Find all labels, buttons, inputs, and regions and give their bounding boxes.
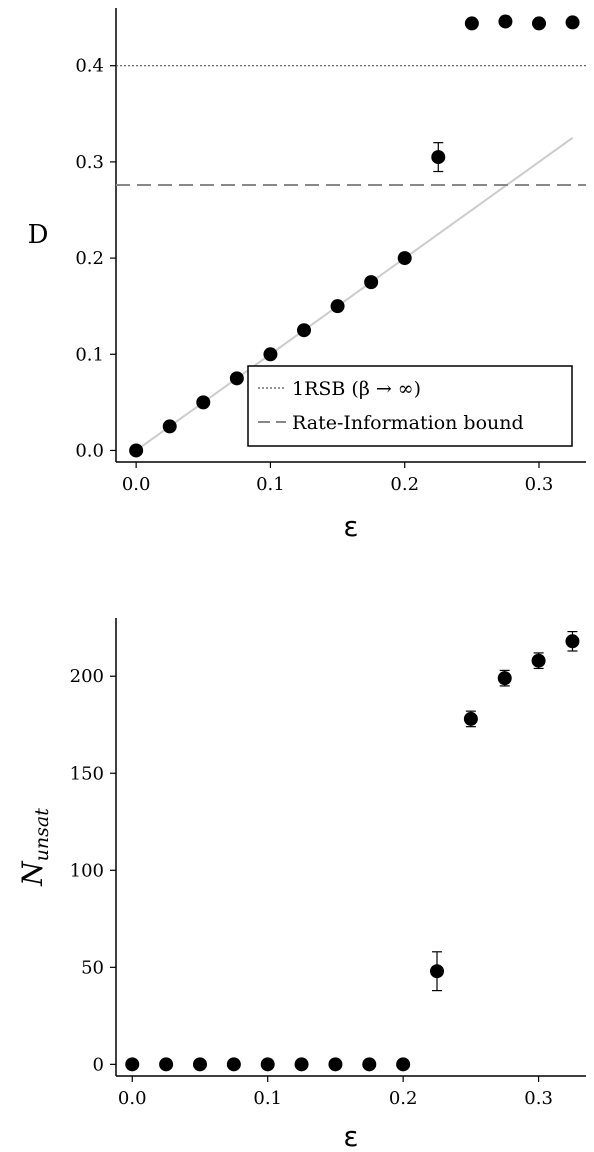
data-point — [159, 1057, 174, 1072]
y-tick-label: 200 — [70, 666, 104, 687]
top-x-axis-label: ε — [343, 510, 358, 543]
data-point — [565, 15, 580, 30]
data-point — [430, 964, 445, 979]
x-tick-label: 0.3 — [524, 1088, 553, 1109]
x-tick-label: 0.3 — [525, 474, 554, 495]
y-tick-label: 0.0 — [75, 440, 104, 461]
data-point — [226, 1057, 241, 1072]
data-point — [162, 419, 177, 434]
x-tick-label: 0.1 — [256, 474, 285, 495]
data-point — [129, 443, 144, 458]
data-point — [531, 653, 546, 668]
data-point — [328, 1057, 343, 1072]
data-point — [196, 395, 211, 410]
data-point — [498, 14, 513, 29]
y-tick-label: 0 — [93, 1054, 104, 1075]
data-point — [260, 1057, 275, 1072]
data-point — [364, 275, 379, 290]
data-point — [463, 711, 478, 726]
bottom-x-axis-label: ε — [343, 1120, 358, 1152]
y-tick-label: 0.4 — [75, 56, 104, 77]
data-point — [464, 16, 479, 31]
y-tick-label: 150 — [70, 763, 104, 784]
top-axes: 0.0 0.1 0.2 0.3 0.0 0.1 0.2 0.3 0.4 — [75, 8, 586, 495]
x-tick-label: 0.2 — [390, 474, 419, 495]
data-point — [497, 671, 512, 686]
y-tick-label: 0.3 — [75, 152, 104, 173]
data-point — [294, 1057, 309, 1072]
bottom-axes: 0.0 0.1 0.2 0.3 0 50 100 150 200 — [70, 618, 586, 1109]
data-point — [397, 251, 412, 266]
nunsat-vs-epsilon-panel: 0.0 0.1 0.2 0.3 0 50 100 150 200 ε Nunsat — [16, 618, 586, 1152]
top-data-points — [129, 14, 580, 458]
x-tick-label: 0.1 — [253, 1088, 282, 1109]
y-tick-label: 100 — [70, 860, 104, 881]
legend-box — [247, 365, 573, 447]
x-tick-label: 0.2 — [389, 1088, 418, 1109]
data-point — [330, 299, 345, 314]
legend-label-rate-information: Rate-Information bound — [292, 412, 524, 434]
legend: 1RSB (β → ∞) Rate-Information bound — [247, 365, 573, 447]
bottom-y-axis-label: Nunsat — [16, 808, 53, 887]
data-point — [396, 1057, 411, 1072]
data-point — [229, 371, 244, 386]
x-tick-label: 0.0 — [118, 1088, 147, 1109]
data-point — [565, 634, 580, 649]
legend-label-1rsb: 1RSB (β → ∞) — [292, 378, 421, 400]
data-point — [362, 1057, 377, 1072]
top-y-axis-label: D — [28, 220, 49, 250]
data-point — [263, 347, 278, 362]
data-point — [532, 16, 546, 31]
x-tick-label: 0.0 — [122, 474, 151, 495]
data-point — [297, 323, 311, 338]
y-tick-label: 0.1 — [75, 344, 104, 365]
d-vs-epsilon-panel: 0.0 0.1 0.2 0.3 0.0 0.1 0.2 0.3 0.4 ε D 1RSB (β … — [28, 8, 586, 543]
data-point — [125, 1057, 140, 1072]
data-point — [431, 150, 446, 165]
data-point — [192, 1057, 207, 1072]
y-tick-label: 0.2 — [75, 248, 104, 269]
y-tick-label: 50 — [81, 957, 104, 978]
bottom-data-points — [125, 630, 580, 1072]
